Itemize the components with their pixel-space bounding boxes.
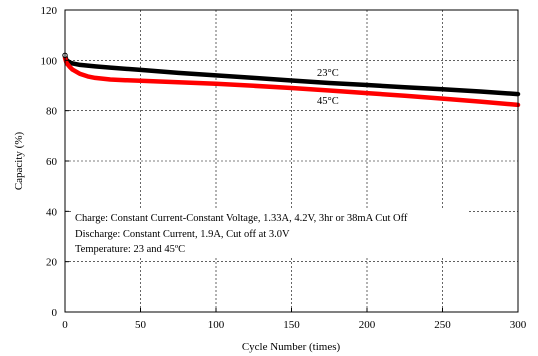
series-line-23c [62,53,521,97]
y-axis-ticks: 0 20 40 60 80 100 120 [41,5,69,319]
x-tick-label: 300 [510,319,527,331]
y-axis-label: Capacity (%) [13,131,25,190]
annotation-background [72,209,467,257]
x-tick-label: 0 [62,319,68,331]
annotation-charge: Charge: Constant Current-Constant Voltag… [75,213,408,224]
x-tick-label: 250 [434,319,451,331]
annotation-temperature: Temperature: 23 and 45ºC [75,244,185,255]
y-tick-label: 60 [46,156,58,168]
x-axis-label: Cycle Number (times) [242,341,341,353]
series-line-45c [62,55,521,108]
grid [65,10,518,312]
series-label-45c: 45°C [317,96,339,107]
y-tick-label: 120 [41,5,58,17]
x-tick-label: 150 [283,319,300,331]
y-tick-label: 100 [41,55,58,67]
series-group [62,52,521,108]
x-tick-label: 200 [359,319,376,331]
series-label-23c: 23°C [317,68,339,79]
y-tick-label: 0 [52,307,58,319]
x-tick-label: 100 [208,319,225,331]
y-tick-label: 40 [46,206,58,218]
y-tick-label: 80 [46,106,58,118]
y-tick-label: 20 [46,257,58,269]
annotation-discharge: Discharge: Constant Current, 1.9A, Cut o… [75,229,290,240]
x-tick-label: 50 [135,319,147,331]
x-axis-ticks: 0 50 100 150 200 250 300 [62,308,527,331]
